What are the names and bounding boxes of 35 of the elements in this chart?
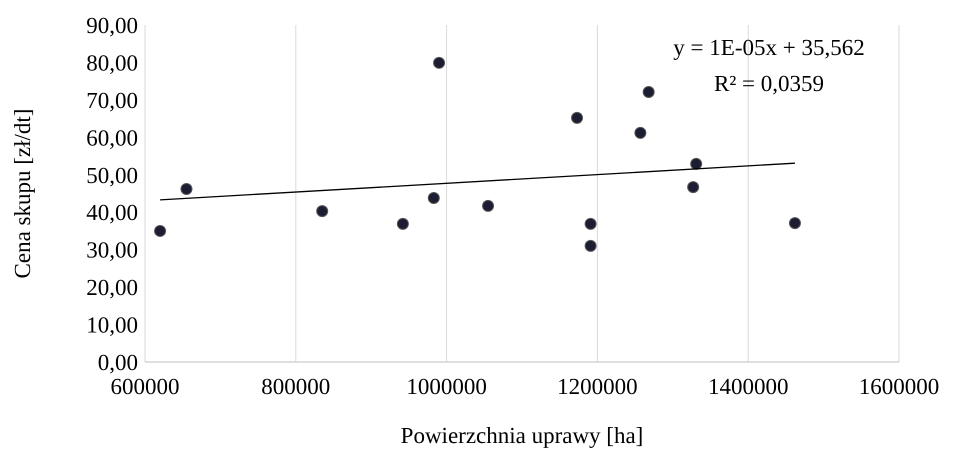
point — [634, 126, 646, 139]
point — [788, 217, 801, 230]
point — [316, 205, 328, 218]
point — [433, 56, 446, 69]
point — [690, 158, 702, 170]
point — [396, 218, 409, 230]
y-tick-label: 70,00 — [86, 88, 138, 113]
x-tick-label: 1600000 — [858, 374, 940, 399]
x-tick-label: 800000 — [261, 374, 330, 399]
y-tick-label: 50,00 — [86, 162, 138, 188]
point — [154, 224, 166, 237]
y-axis-title: Cena skupu [zł/dt] — [10, 108, 35, 278]
point — [687, 181, 700, 194]
x-tick-label: 1400000 — [708, 374, 788, 399]
y-tick-label: 0,00 — [98, 350, 138, 375]
x-axis-title: Powierzchnia uprawy [ha] — [400, 423, 644, 448]
x-tick-label: 600000 — [110, 374, 180, 399]
annotation: R² = 0,0359 — [714, 71, 824, 96]
point — [642, 86, 655, 98]
point — [584, 240, 597, 252]
x-tick-label: 1000000 — [406, 374, 487, 399]
y-tick-label: 90,00 — [86, 13, 138, 38]
point — [428, 192, 440, 204]
y-tick-label: 30,00 — [86, 238, 138, 263]
y-tick-label: 80,00 — [86, 50, 138, 76]
point — [180, 183, 192, 195]
y-tick-label: 40,00 — [86, 200, 138, 226]
x-tick-label: 1200000 — [557, 374, 638, 399]
point — [584, 218, 597, 230]
point — [571, 112, 584, 124]
y-tick-label: 20,00 — [86, 275, 138, 300]
y-tick-label: 60,00 — [86, 125, 138, 150]
annotation: y = 1E-05x + 35,562 — [673, 35, 865, 60]
point — [482, 200, 494, 212]
y-tick-label: 10,00 — [86, 312, 138, 338]
